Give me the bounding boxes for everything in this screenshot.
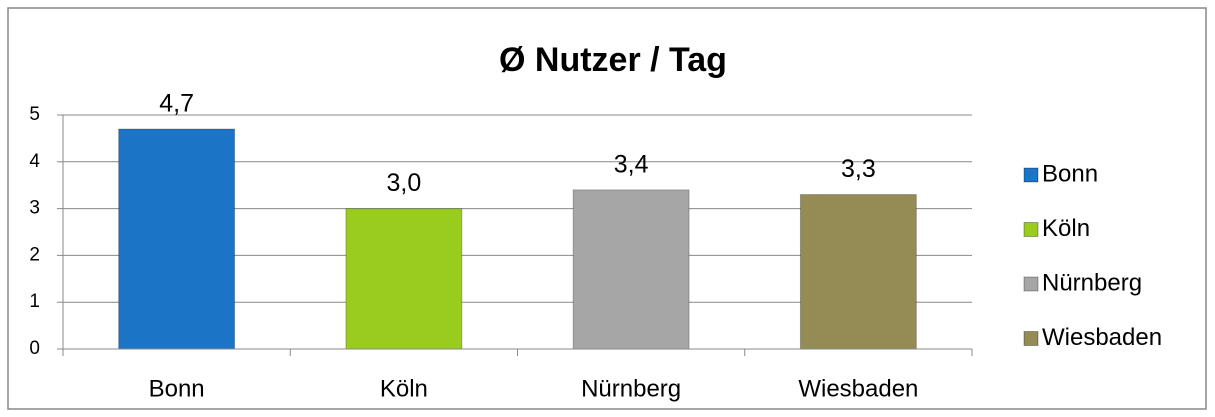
legend-label: Wiesbaden (1042, 324, 1162, 351)
y-tick-label: 5 (29, 104, 40, 125)
y-tick-label: 1 (29, 291, 40, 312)
legend-label: Köln (1042, 215, 1090, 242)
legend-swatch (1023, 167, 1039, 183)
y-tick-label: 4 (29, 151, 40, 172)
x-tick-label: Bonn (149, 375, 205, 402)
chart-title: Ø Nutzer / Tag (499, 41, 727, 79)
value-label: 3,3 (841, 155, 876, 183)
legend-swatch (1023, 222, 1039, 237)
bar (118, 128, 236, 350)
x-tick-label: Köln (380, 375, 428, 402)
bar (345, 208, 463, 350)
value-label: 3,4 (614, 150, 649, 178)
y-tick-label: 0 (29, 338, 40, 359)
legend-swatch (1023, 331, 1039, 346)
bar (572, 189, 690, 350)
y-tick-label: 3 (29, 198, 40, 219)
x-tick-label: Wiesbaden (798, 375, 918, 402)
legend-label: Bonn (1042, 160, 1098, 187)
y-tick-label: 2 (29, 244, 40, 265)
legend-swatch (1023, 276, 1039, 292)
value-label: 4,7 (159, 90, 194, 118)
bar (799, 194, 917, 350)
value-label: 3,0 (386, 169, 421, 197)
legend-label: Nürnberg (1042, 269, 1142, 296)
x-tick-label: Nürnberg (581, 375, 681, 402)
